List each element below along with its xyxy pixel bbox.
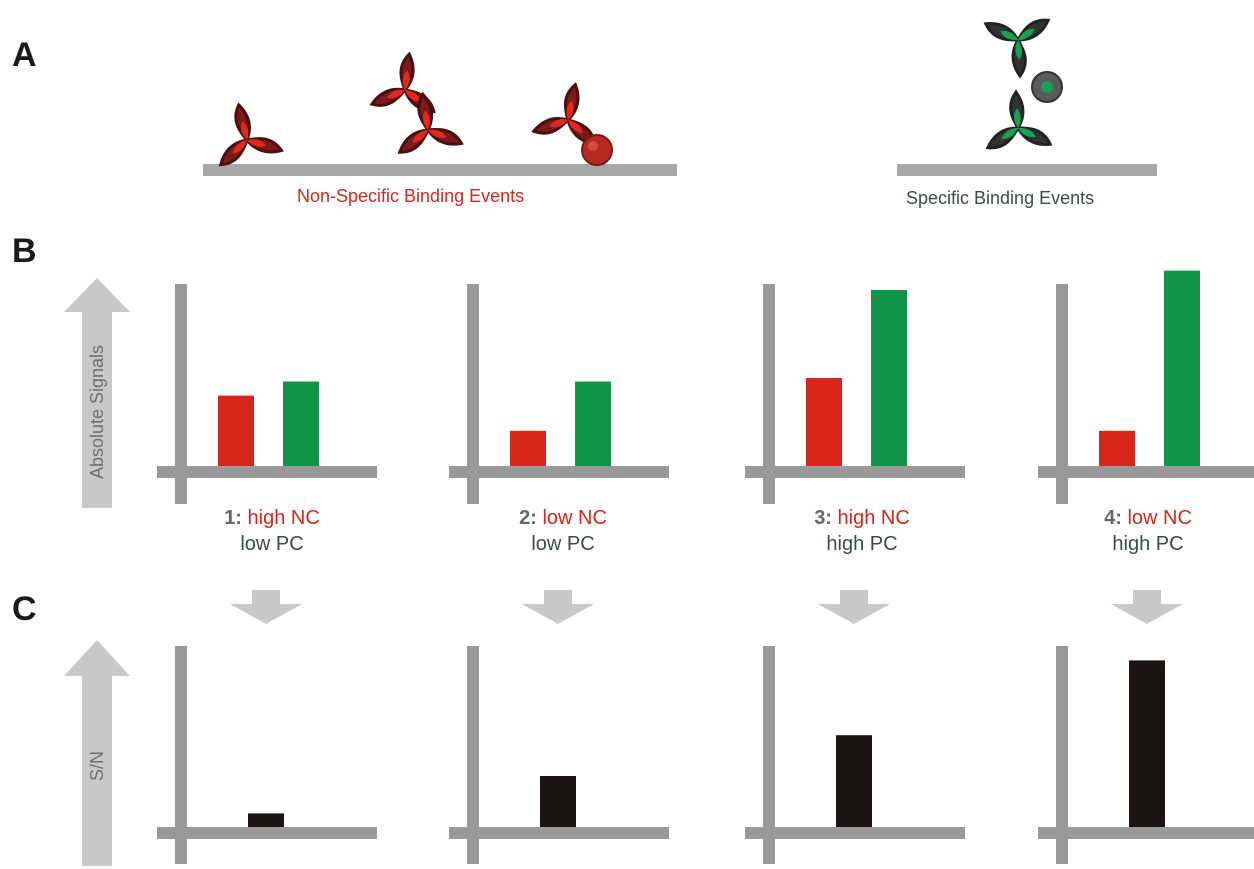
sn-ratio-bar — [836, 735, 872, 827]
scenario-label-4: 4: low NC high PC — [1048, 505, 1248, 557]
positive-control-bar — [871, 290, 907, 466]
absolute-signal-charts — [157, 270, 1254, 504]
panel-letter-a: A — [12, 36, 37, 74]
y-axis — [1056, 646, 1068, 864]
down-arrow-icon — [230, 590, 302, 624]
antibody-green-icon — [981, 14, 1054, 78]
antigen-green-icon — [1031, 71, 1063, 103]
specific-surface — [897, 164, 1157, 176]
scenario-number: 4: — [1104, 507, 1122, 529]
nc-label: high NC — [247, 507, 320, 529]
pc-label: high PC — [826, 533, 898, 555]
x-axis — [449, 466, 669, 478]
sn-ratio-bar — [540, 776, 576, 827]
negative-control-bar — [806, 378, 842, 466]
y-axis — [1056, 284, 1068, 504]
y-axis — [467, 284, 479, 504]
down-arrows — [230, 590, 1183, 624]
scenario-number: 3: — [814, 507, 832, 529]
scenario-label-3: 3: high NC high PC — [762, 505, 962, 557]
signal-to-noise-charts — [157, 646, 1254, 864]
y-axis — [175, 646, 187, 864]
y-axis — [467, 646, 479, 864]
y-axis — [763, 284, 775, 504]
nc-label: high NC — [837, 507, 910, 529]
absolute-signals-label: Absolute Signals — [87, 345, 107, 479]
scenario-label-1: 1: high NC low PC — [172, 505, 372, 557]
pc-label: high PC — [1112, 533, 1184, 555]
nc-label: low NC — [542, 507, 607, 529]
absolute-signals-arrow: Absolute Signals — [64, 278, 130, 508]
sn-ratio-bar — [1129, 660, 1165, 827]
down-arrow-icon — [1111, 590, 1183, 624]
sn-arrow: S/N — [64, 640, 130, 866]
x-axis — [449, 827, 669, 839]
scenario-number: 2: — [519, 507, 537, 529]
x-axis — [1038, 827, 1254, 839]
x-axis — [745, 827, 965, 839]
scenario-label-2: 2: low NC low PC — [463, 505, 663, 557]
negative-control-bar — [218, 395, 254, 466]
x-axis — [745, 466, 965, 478]
y-axis — [763, 646, 775, 864]
x-axis — [157, 827, 377, 839]
antibody-red-icon — [366, 47, 448, 122]
down-arrow-icon — [818, 590, 890, 624]
panel-letter-c: C — [12, 590, 37, 628]
negative-control-bar — [1099, 430, 1135, 466]
positive-control-bar — [1164, 270, 1200, 466]
x-axis — [157, 466, 377, 478]
negative-control-bar — [510, 430, 546, 466]
pc-label: low PC — [240, 533, 304, 555]
specific-caption: Specific Binding Events — [906, 188, 1095, 208]
sn-label: S/N — [87, 751, 107, 781]
x-axis — [1038, 466, 1254, 478]
panel-letter-b: B — [12, 232, 37, 270]
nonspecific-caption: Non-Specific Binding Events — [297, 186, 525, 206]
down-arrow-icon — [522, 590, 594, 624]
positive-control-bar — [575, 381, 611, 466]
antibody-red-icon — [389, 89, 467, 159]
y-axis — [175, 284, 187, 504]
nc-label: low NC — [1127, 507, 1192, 529]
pc-label: low PC — [531, 533, 595, 555]
nonspecific-surface — [203, 164, 677, 176]
antigen-red-icon — [581, 134, 613, 166]
antibody-red-icon — [206, 96, 288, 172]
positive-control-bar — [283, 381, 319, 466]
sn-ratio-bar — [248, 813, 284, 827]
scenario-number: 1: — [224, 507, 242, 529]
